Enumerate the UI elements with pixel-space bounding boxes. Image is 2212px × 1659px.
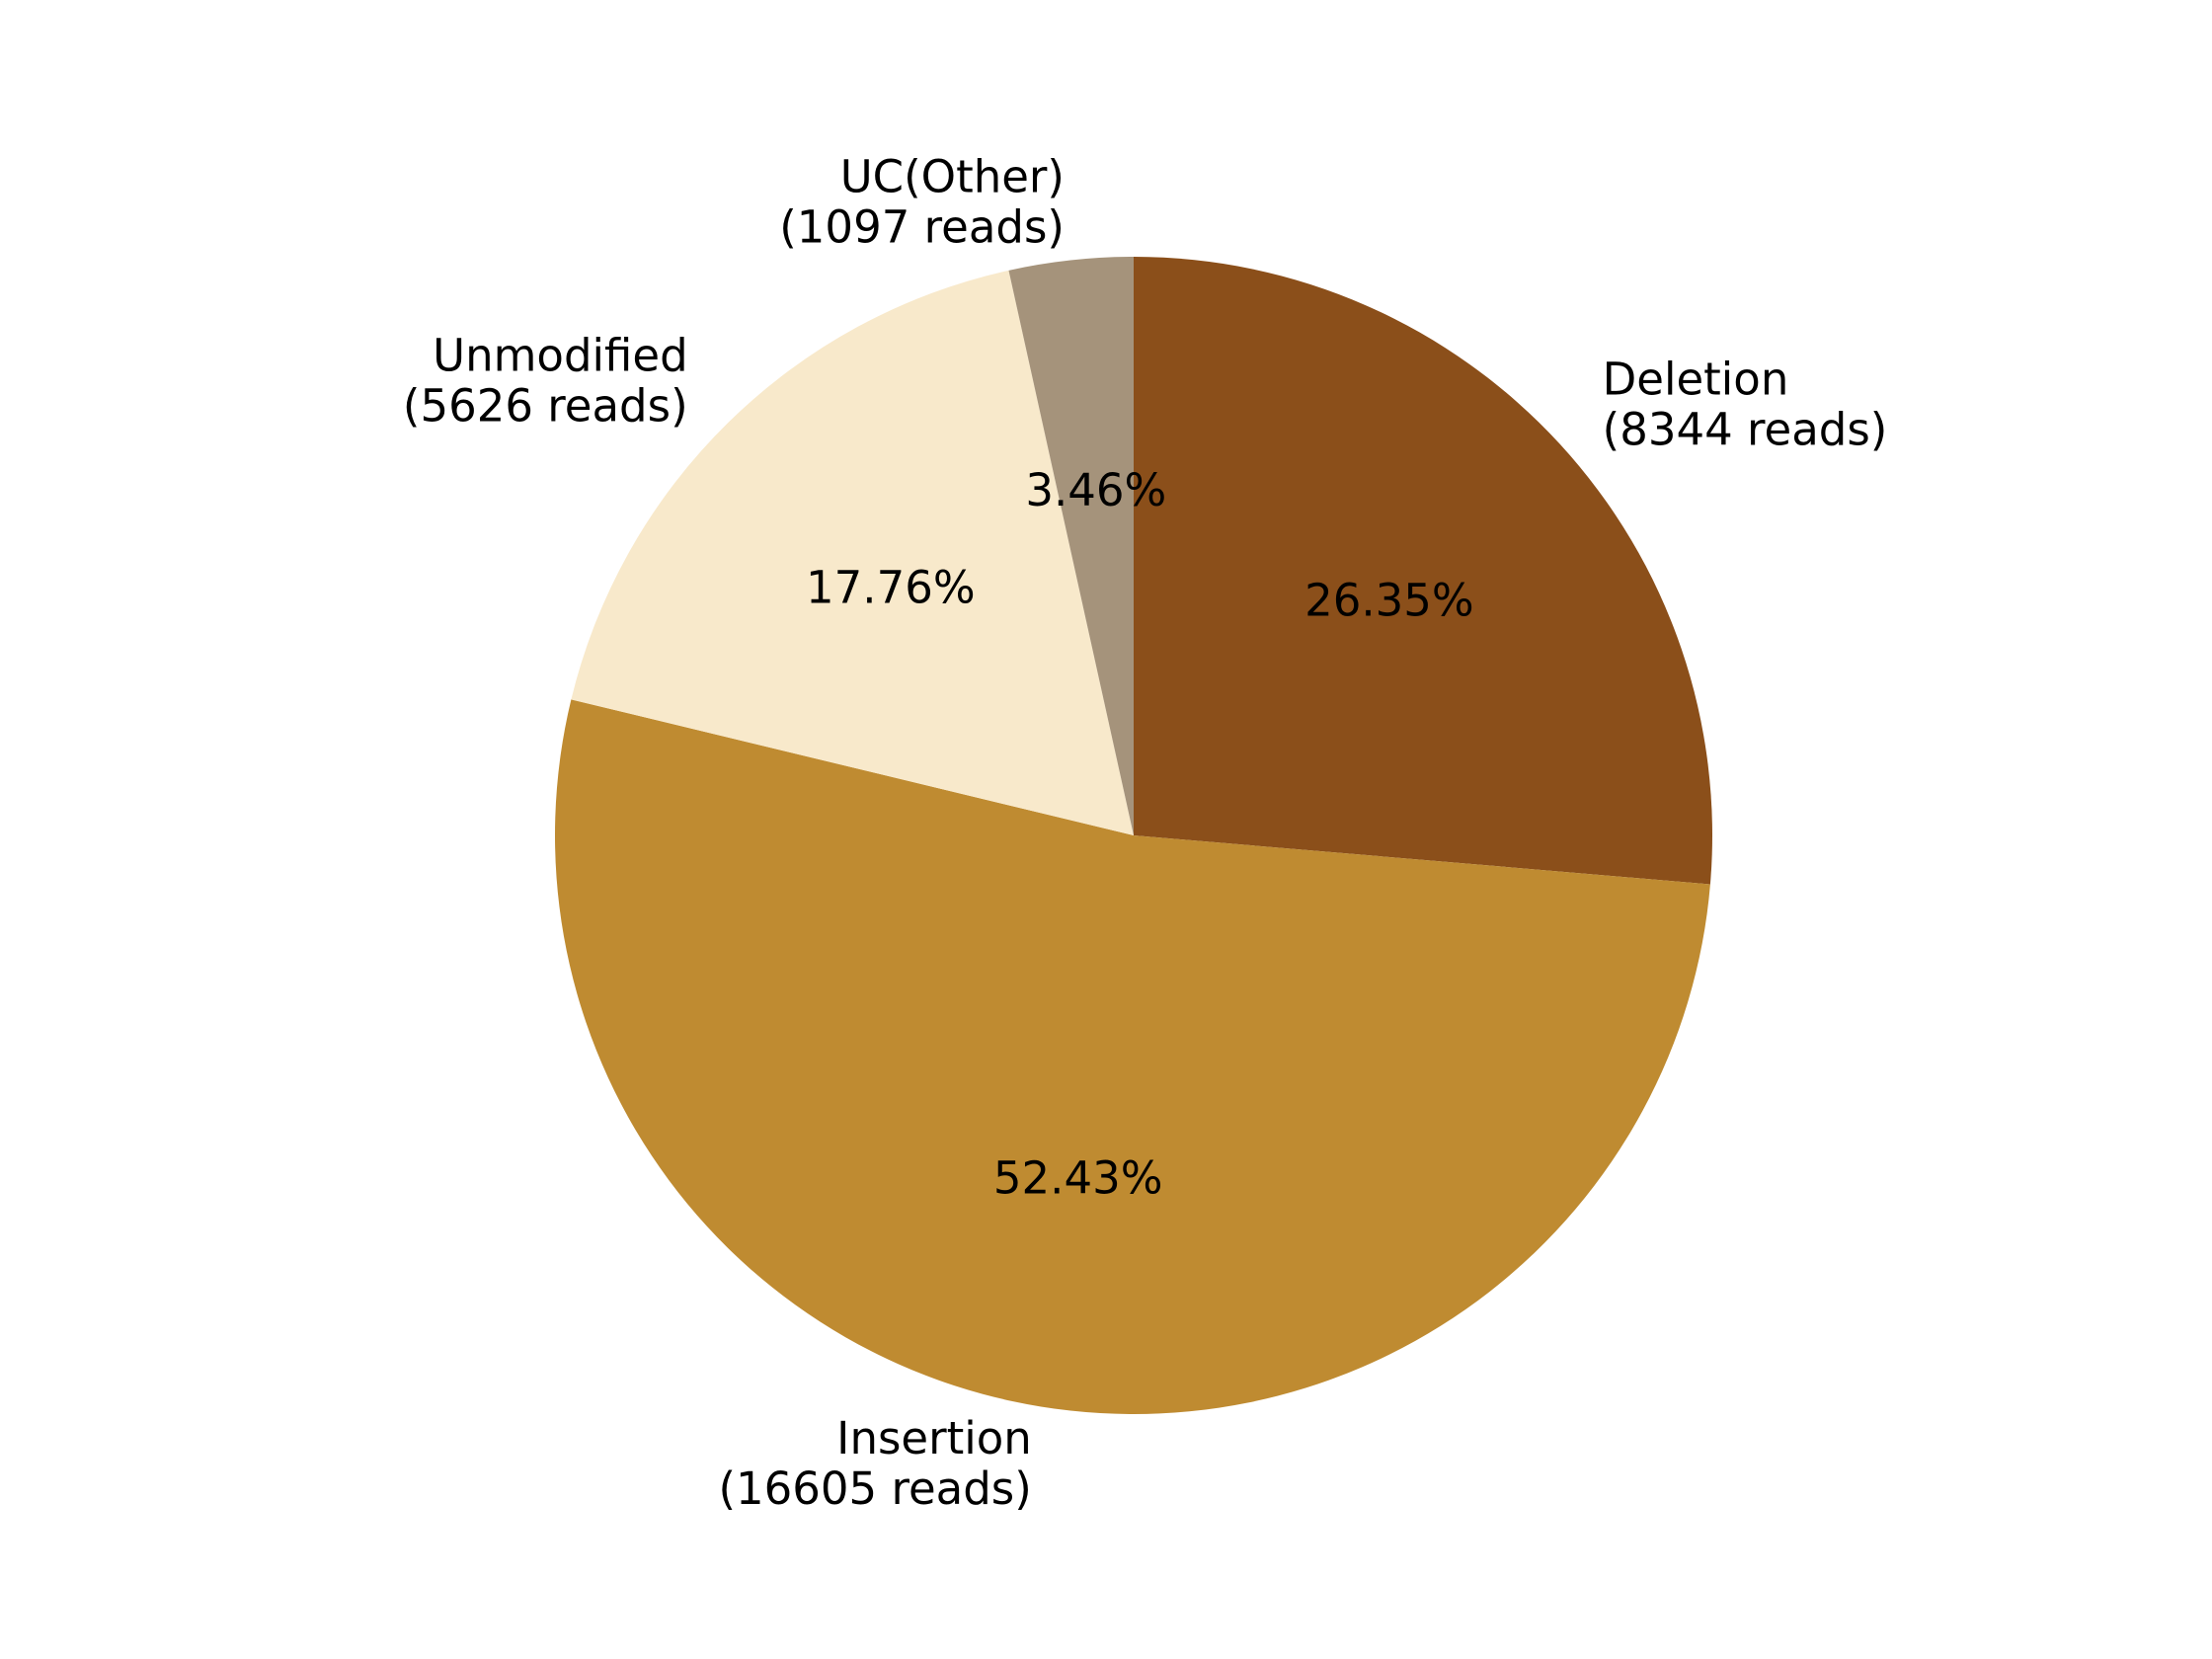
- category-reads: (8344 reads): [1603, 403, 1888, 455]
- pie-labels: 26.35% Deletion (8344 reads) 52.43% Insertio…: [403, 151, 1887, 1515]
- category-name: Insertion: [836, 1412, 1032, 1464]
- category-reads: (16605 reads): [718, 1462, 1031, 1515]
- percent-label: 26.35%: [1304, 575, 1474, 627]
- pie-slice-uc-other: [1008, 257, 1134, 835]
- percent-label: 3.46%: [1025, 464, 1166, 516]
- category-name: Deletion: [1603, 353, 1789, 405]
- category-label: Insertion (16605 reads): [718, 1412, 1031, 1515]
- category-label: Unmodified (5626 reads): [403, 329, 688, 432]
- category-reads: (1097 reads): [779, 201, 1065, 254]
- category-name: Unmodified: [433, 329, 688, 381]
- pie-slices: [554, 257, 1712, 1415]
- pie-slice-unmodified: [571, 270, 1134, 835]
- percent-label: 52.43%: [993, 1152, 1163, 1205]
- category-label: Deletion (8344 reads): [1603, 353, 1888, 455]
- category-reads: (5626 reads): [403, 379, 688, 432]
- pie-slice-deletion: [1134, 257, 1712, 885]
- percent-label: 17.76%: [806, 561, 976, 613]
- category-label: UC(Other) (1097 reads): [779, 151, 1065, 254]
- category-name: UC(Other): [840, 151, 1065, 203]
- pie-slice-insertion: [554, 699, 1710, 1415]
